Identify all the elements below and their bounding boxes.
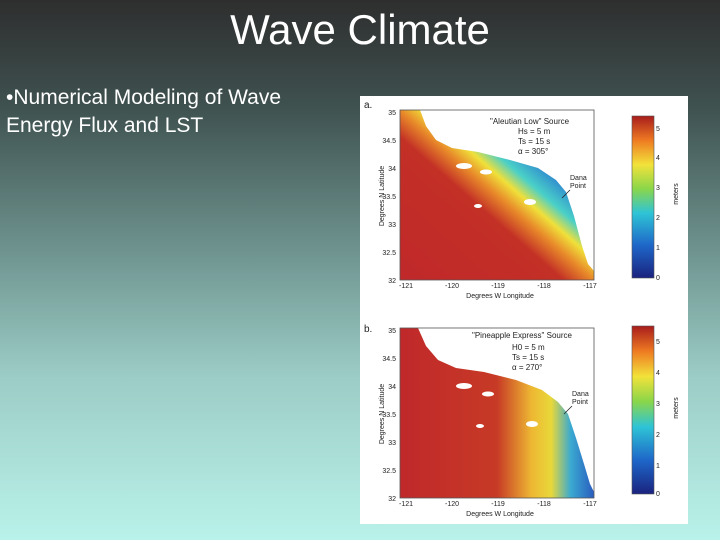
panel-a-ytick: 32.5 [382,250,396,257]
panel-b-hs: H0 = 5 m [512,343,545,352]
panel-a-letter: a. [364,100,372,111]
panel-a-xtick: -121 [399,283,413,290]
panel-a-cbar-tick: 4 [656,155,660,162]
panel-b-cbar-tick: 3 [656,401,660,408]
panel-b-place-2: Point [572,399,588,406]
panel-a-source: "Aleutian Low" Source [490,117,570,126]
panel-a-island [524,199,536,205]
bullet-marker: • [6,86,14,109]
panel-b-cbar-tick: 5 [656,339,660,346]
panel-b-ytick: 33 [388,440,396,447]
panel-b-island [482,391,494,397]
panel-a-island [456,163,472,169]
panel-b-ytick: 35 [388,328,396,335]
panel-a-place-2: Point [570,183,586,190]
panel-b-island [476,424,484,428]
wave-model-figure: a. "Aleutian Low" Source Hs = 5 m Ts = 1… [360,96,688,524]
panel-b-ytick: 32 [388,496,396,503]
panel-a-hs: Hs = 5 m [518,127,551,136]
panel-b-island [456,383,472,389]
panel-a-cbar-label: meters [673,183,680,205]
panel-a-island [474,204,482,208]
panel-b-xtick: -119 [491,501,505,508]
panel-a-ylabel: Degrees N Latitude [379,166,386,226]
panel-a-ytick: 33 [388,222,396,229]
panel-a-frame [399,109,595,281]
bullet-point: •Numerical Modeling of Wave Energy Flux … [6,84,346,140]
panel-a-land [420,110,594,271]
panel-b-frame [399,327,595,499]
panel-b-cbar-label: meters [673,397,680,419]
slide-title: Wave Climate [230,6,490,53]
panel-a-island [480,169,492,175]
panel-a-ytick: 34.5 [382,138,396,145]
panel-b-colorbar [631,325,655,495]
panel-b-place-1: Dana [572,391,589,398]
panel-a: a. "Aleutian Low" Source Hs = 5 m Ts = 1… [364,100,680,300]
panel-b-ylabel: Degrees N Latitude [379,384,386,444]
panel-b-island [526,421,538,427]
panel-b-xtick: -121 [399,501,413,508]
panel-a-ytick: 32 [388,278,396,285]
panel-a-ts: Ts = 15 s [518,137,550,146]
panel-a-place-1: Dana [570,175,587,182]
bullet-text: Numerical Modeling of Wave Energy Flux a… [6,86,282,137]
panel-b-ytick: 34.5 [382,356,396,363]
panel-b-alpha: α = 270° [512,363,542,372]
panel-a-xtick: -118 [537,283,551,290]
panel-b-xlabel: Degrees W Longitude [466,511,534,518]
panel-b-xtick: -118 [537,501,551,508]
panel-a-ytick: 35 [388,110,396,117]
panel-a-xtick: -117 [583,283,597,290]
panel-b-ts: Ts = 15 s [512,353,544,362]
figure-svg: a. "Aleutian Low" Source Hs = 5 m Ts = 1… [364,100,680,518]
panel-b-cbar-tick: 2 [656,432,660,439]
panel-a-cbar-tick: 0 [656,275,660,282]
panel-a-ytick: 33.5 [382,194,396,201]
panel-a-cbar-tick: 5 [656,126,660,133]
panel-b-cbar-tick: 4 [656,370,660,377]
panel-b-xtick: -120 [445,501,459,508]
panel-b-land [418,328,594,492]
panel-a-alpha: α = 305° [518,147,548,156]
panel-a-cbar-tick: 1 [656,245,660,252]
panel-b-xtick: -117 [583,501,597,508]
panel-a-cbar-tick: 2 [656,215,660,222]
panel-b-cbar-tick: 1 [656,463,660,470]
panel-a-xlabel: Degrees W Longitude [466,293,534,300]
panel-a-colorbar [631,115,655,279]
panel-b-letter: b. [364,324,372,335]
panel-a-xtick: -119 [491,283,505,290]
panel-a-ytick: 34 [388,166,396,173]
panel-b-ytick: 33.5 [382,412,396,419]
panel-b-ytick: 34 [388,384,396,391]
panel-b-ytick: 32.5 [382,468,396,475]
panel-a-cbar-tick: 3 [656,185,660,192]
panel-a-xtick: -120 [445,283,459,290]
panel-b-cbar-tick: 0 [656,491,660,498]
panel-b: b. "Pineapple Express" Source H0 = 5 m T… [364,324,680,518]
panel-b-source: "Pineapple Express" Source [472,331,573,340]
